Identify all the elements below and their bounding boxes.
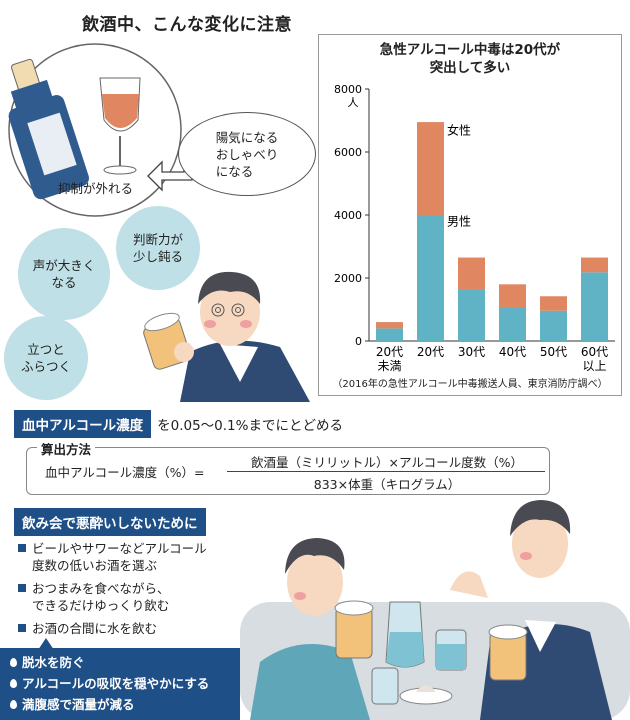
bar-male: [499, 306, 526, 341]
y-tick-label: 2000: [334, 272, 362, 285]
water-effect-2: アルコールの吸収を穏やかにする: [8, 673, 240, 694]
bar-female: [540, 296, 567, 311]
pointer-triangle-icon: [38, 638, 54, 650]
tip-1-line1: ビールやサワーなどアルコール: [32, 541, 207, 556]
formula-denominator: 833×体重（キログラム）: [313, 477, 461, 492]
chart-source: （2016年の急性アルコール中毒搬送人員、東京消防庁調べ）: [332, 379, 608, 390]
stagger-line1: 立つと: [27, 342, 65, 357]
cheerful-line3: になる: [215, 163, 254, 179]
water-effect-1: 脱水を防ぐ: [8, 652, 240, 673]
bullet-square-icon: [18, 624, 26, 632]
x-tick-label: 未満: [377, 359, 401, 373]
x-tick-label: 50代: [540, 345, 567, 359]
bar-female: [458, 257, 485, 290]
bottle-glass-illustration: [8, 43, 182, 217]
x-tick-label: 30代: [458, 345, 485, 359]
stagger-line2: ふらつく: [20, 359, 71, 374]
disinhibition-label: 抑制が外れる: [58, 181, 134, 196]
judgment-line1: 判断力が: [132, 232, 183, 247]
chart-title-line2: 突出して多い: [429, 60, 511, 76]
tip-item: おつまみを食べながら、 できるだけゆっくり飲む: [18, 580, 170, 614]
bar-male: [458, 289, 485, 341]
chart-title: 急性アルコール中毒は20代が 突出して多い: [319, 41, 621, 77]
bar-female: [417, 122, 444, 215]
y-tick-label: 4000: [334, 209, 362, 222]
legend-male-label: 男性: [447, 214, 471, 228]
bar-male: [581, 272, 608, 341]
bullet-square-icon: [18, 584, 26, 592]
bac-target-text: を0.05〜0.1%までにとどめる: [157, 418, 343, 434]
y-tick-label: 6000: [334, 146, 362, 159]
judgment-bubble: 判断力が 少し鈍る: [116, 206, 200, 290]
tip-1-line2: 度数の低いお酒を選ぶ: [32, 558, 158, 573]
loud-line2: なる: [51, 275, 77, 290]
loud-voice-bubble: 声が大きく なる: [18, 228, 110, 320]
water-effect-3: 満腹感で酒量が減る: [8, 694, 240, 715]
formula-left: 血中アルコール濃度（%）=: [45, 465, 205, 480]
x-tick-label: 40代: [499, 345, 526, 359]
bar-male: [376, 328, 403, 341]
fraction-line: [227, 471, 545, 472]
bar-female: [581, 257, 608, 273]
legend-female-label: 女性: [447, 122, 471, 137]
cheerful-line2: おしゃべり: [215, 146, 279, 162]
water-effects-box: 脱水を防ぐ アルコールの吸収を穏やかにする 満腹感で酒量が減る: [0, 648, 240, 720]
bar-male: [417, 215, 444, 341]
drinking-party-illustration: [240, 500, 630, 720]
x-tick-label: 20代: [376, 345, 403, 359]
bar-female: [499, 284, 526, 307]
tip-item: お酒の合間に水を飲む: [18, 620, 157, 637]
bac-section: 血中アルコール濃度 を0.05〜0.1%までにとどめる: [14, 410, 343, 438]
chart-title-line1: 急性アルコール中毒は20代が: [379, 42, 561, 58]
formula-box: 算出方法 血中アルコール濃度（%）= 飲酒量（ミリリットル）×アルコール度数（%…: [26, 439, 550, 495]
loud-line1: 声が大きく: [32, 258, 96, 273]
x-tick-label: 20代: [417, 345, 444, 359]
cheerful-line1: 陽気になる: [215, 129, 279, 145]
tip-3-line1: お酒の合間に水を飲む: [32, 621, 158, 636]
formula-numerator: 飲酒量（ミリリットル）×アルコール度数（%）: [251, 455, 523, 470]
tip-2-line1: おつまみを食べながら、: [32, 581, 170, 596]
bar-female: [376, 322, 403, 329]
bullet-square-icon: [18, 544, 26, 552]
tips-heading-wrap: 飲み会で悪酔いしないために: [14, 508, 206, 536]
y-tick-label: 0: [355, 335, 362, 348]
x-tick-label: 60代: [581, 345, 608, 359]
page-title: 飲酒中、こんな変化に注意: [82, 15, 292, 35]
y-tick-label: 8000: [334, 83, 362, 96]
tip-item: ビールやサワーなどアルコール 度数の低いお酒を選ぶ: [18, 540, 207, 574]
tips-heading: 飲み会で悪酔いしないために: [14, 508, 206, 536]
tip-2-line2: できるだけゆっくり飲む: [32, 598, 170, 613]
y-axis-unit: 人: [348, 96, 359, 109]
cheerful-speech-bubble: 陽気になる おしゃべり になる: [178, 112, 316, 196]
drunk-man-illustration: [143, 271, 310, 402]
bar-male: [540, 310, 567, 341]
x-tick-label: 以上: [582, 359, 606, 373]
stagger-bubble: 立つと ふらつく: [4, 316, 88, 400]
method-label: 算出方法: [37, 439, 96, 458]
chart-panel: 急性アルコール中毒は20代が 突出して多い 0 2000 4000 6000 8000 人…: [318, 34, 622, 396]
bac-label: 血中アルコール濃度: [14, 410, 152, 438]
judgment-line2: 少し鈍る: [132, 249, 183, 264]
